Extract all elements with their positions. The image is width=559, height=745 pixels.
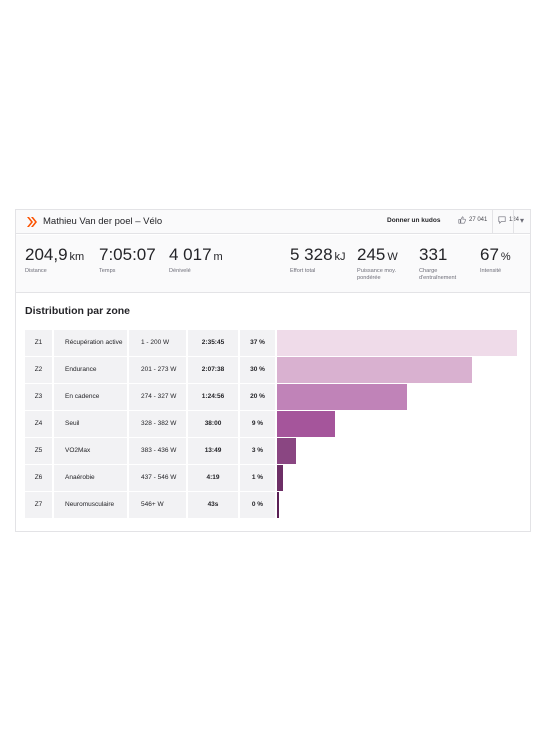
- zone-power-range: 437 - 546 W: [129, 465, 186, 491]
- zone-time: 13:49: [188, 438, 238, 464]
- stat-total-effort: 5 328 kJ Effort total: [290, 245, 346, 275]
- zone-id: Z3: [25, 384, 52, 410]
- zone-name: Anaérobie: [54, 465, 127, 491]
- stat-unit: kJ: [334, 251, 346, 263]
- zone-bar: [277, 492, 279, 518]
- stat-label: Intensité: [480, 268, 502, 274]
- zone-percent: 0 %: [240, 492, 275, 518]
- zone-time: 43s: [188, 492, 238, 518]
- stat-unit: W: [387, 251, 398, 263]
- zone-name: En cadence: [54, 384, 127, 410]
- zone-name: Neuromusculaire: [54, 492, 127, 518]
- chevron-down-icon[interactable]: ▾: [520, 216, 525, 225]
- zone-distribution-title: Distribution par zone: [25, 305, 130, 317]
- stat-label: Charge d'entraînement: [419, 268, 457, 281]
- activity-card: Mathieu Van der poel – Vélo Donner un ku…: [15, 209, 531, 532]
- zone-name: Endurance: [54, 357, 127, 383]
- header-divider: [513, 210, 514, 234]
- activity-title[interactable]: Mathieu Van der poel – Vélo: [43, 216, 163, 227]
- stat-value: 331: [419, 245, 448, 264]
- kudos-count[interactable]: 27 041: [458, 216, 487, 224]
- zone-percent: 9 %: [240, 411, 275, 437]
- activity-header: Mathieu Van der poel – Vélo Donner un ku…: [16, 210, 530, 234]
- zone-bar: [277, 357, 472, 383]
- zone-bar: [277, 384, 407, 410]
- zone-name: Récupération active: [54, 330, 127, 356]
- zone-power-range: 274 - 327 W: [129, 384, 186, 410]
- stat-value: 4 017: [169, 245, 212, 264]
- zone-percent: 30 %: [240, 357, 275, 383]
- stat-label: Effort total: [290, 268, 316, 274]
- zone-bar: [277, 438, 296, 464]
- stat-label: Temps: [99, 268, 116, 274]
- zone-name: VO2Max: [54, 438, 127, 464]
- zone-id: Z4: [25, 411, 52, 437]
- header-divider: [492, 210, 493, 234]
- zone-percent: 37 %: [240, 330, 275, 356]
- zone-time: 38:00: [188, 411, 238, 437]
- stat-weighted-power: 245 W Puissance moy. pondérée: [357, 245, 417, 281]
- give-kudos-button[interactable]: Donner un kudos: [387, 217, 441, 224]
- zone-percent: 1 %: [240, 465, 275, 491]
- zone-power-range: 201 - 273 W: [129, 357, 186, 383]
- zone-time: 2:35:45: [188, 330, 238, 356]
- stat-value: 245: [357, 245, 386, 264]
- stat-label: Distance: [25, 268, 47, 274]
- zone-power-range: 546+ W: [129, 492, 186, 518]
- stat-unit: %: [500, 251, 511, 263]
- stat-value: 5 328: [290, 245, 333, 264]
- zone-power-range: 328 - 382 W: [129, 411, 186, 437]
- zone-id: Z1: [25, 330, 52, 356]
- stat-training-load: 331 Charge d'entraînement: [419, 245, 474, 281]
- zone-power-range: 383 - 436 W: [129, 438, 186, 464]
- stat-label: Puissance moy. pondérée: [357, 268, 397, 281]
- zone-id: Z2: [25, 357, 52, 383]
- zone-bar: [277, 330, 517, 356]
- zone-bar: [277, 411, 335, 437]
- comments-count[interactable]: 124: [498, 216, 519, 224]
- stat-unit: km: [69, 251, 85, 263]
- zone-time: 4:19: [188, 465, 238, 491]
- zone-id: Z6: [25, 465, 52, 491]
- zone-percent: 20 %: [240, 384, 275, 410]
- kudos-count-value: 27 041: [469, 217, 488, 223]
- thumbs-up-icon: [458, 216, 466, 224]
- stat-intensity: 67% Intensité: [480, 245, 511, 275]
- zone-id: Z7: [25, 492, 52, 518]
- stat-unit: m: [213, 251, 223, 263]
- zone-name: Seuil: [54, 411, 127, 437]
- stat-elevation: 4 017 m Dénivelé: [169, 245, 223, 275]
- strava-chevron-icon: [27, 217, 37, 227]
- stat-value: 67: [480, 245, 499, 264]
- stat-time: 7:05:07 Temps: [99, 245, 158, 275]
- stat-value: 7:05:07: [99, 245, 156, 264]
- zone-bar: [277, 465, 283, 491]
- comments-count-value: 124: [509, 217, 520, 223]
- zone-percent: 3 %: [240, 438, 275, 464]
- stat-label: Dénivelé: [169, 268, 191, 274]
- zone-time: 2:07:38: [188, 357, 238, 383]
- comment-icon: [498, 216, 506, 224]
- zone-power-range: 1 - 200 W: [129, 330, 186, 356]
- zone-time: 1:24:56: [188, 384, 238, 410]
- stat-value: 204,9: [25, 245, 68, 264]
- zone-id: Z5: [25, 438, 52, 464]
- activity-stats: 204,9 km Distance 7:05:07 Temps 4 017 m Dé…: [16, 235, 530, 293]
- stat-distance: 204,9 km Distance: [25, 245, 84, 275]
